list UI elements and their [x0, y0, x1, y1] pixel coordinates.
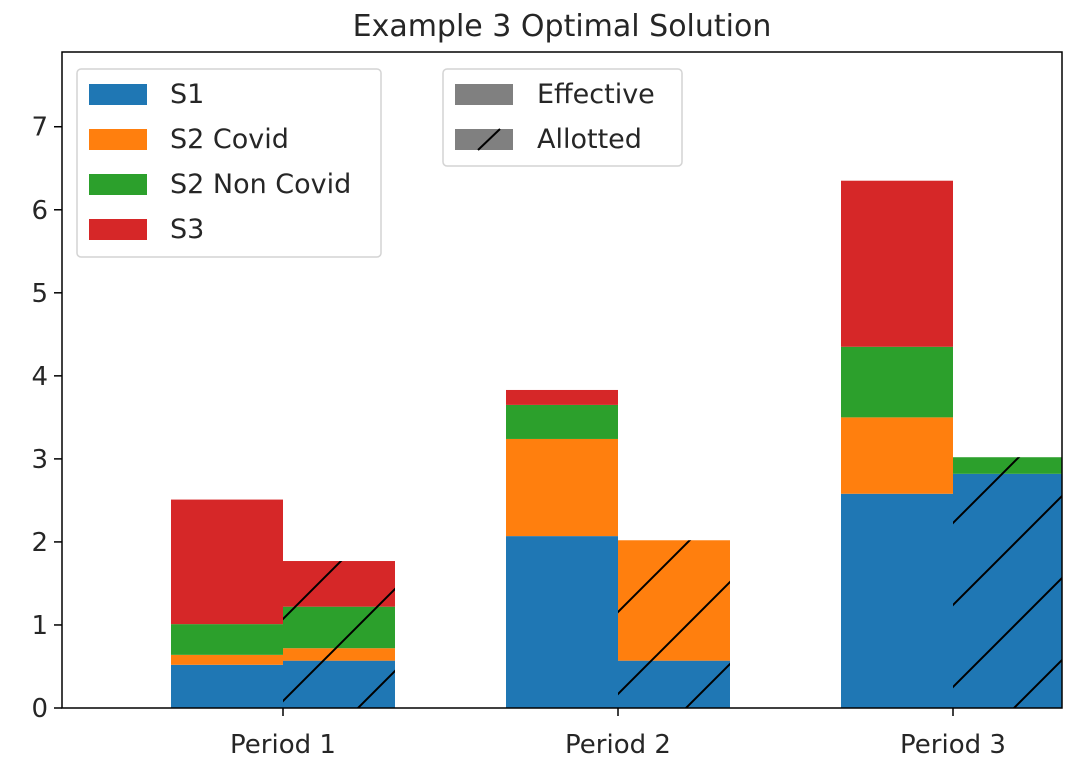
- legend-swatch-s2-covid: [89, 129, 147, 150]
- legend-label-effective: Effective: [537, 79, 655, 110]
- x-tick-label: Period 1: [230, 730, 336, 760]
- bar-effective-s3-period-2: [506, 389, 618, 405]
- y-tick-label: 1: [31, 611, 48, 641]
- y-tick-label: 2: [31, 528, 48, 558]
- legend-swatch-s2-non-covid: [89, 174, 147, 195]
- y-tick-label: 0: [31, 694, 48, 724]
- hatch-period-2: [618, 540, 730, 708]
- legend-label-s2-covid: S2 Covid: [170, 124, 289, 155]
- bar-effective-s1-period-3: [841, 493, 953, 708]
- legend-label-s3: S3: [170, 214, 204, 245]
- legend-series-box: [76, 68, 382, 258]
- bar-effective-s2-covid-period-1: [171, 654, 283, 665]
- bar-effective-s1-period-1: [171, 664, 283, 708]
- legend-label-allotted: Allotted: [537, 124, 642, 155]
- x-tick-label: Period 3: [900, 730, 1006, 760]
- legend-hatch-mark: [477, 128, 501, 151]
- y-tick-label: 7: [31, 113, 48, 143]
- bar-effective-s2-non-covid-period-2: [506, 404, 618, 439]
- legend-label-s1: S1: [170, 79, 204, 110]
- y-axis: 0 1 2 3 4 5 6 7: [31, 113, 62, 724]
- bar-effective-s3-period-1: [171, 499, 283, 625]
- bar-effective-s3-period-3: [841, 180, 953, 347]
- y-tick-label: 5: [31, 279, 48, 309]
- legend-swatch-allotted: [455, 129, 513, 150]
- legend-swatch-s1: [89, 84, 147, 105]
- bar-effective-s2-non-covid-period-1: [171, 624, 283, 655]
- bar-effective-s2-covid-period-2: [506, 438, 618, 537]
- legend-swatch-s3: [89, 219, 147, 240]
- bar-effective-s2-non-covid-period-3: [841, 346, 953, 418]
- plot-frame: [61, 51, 1063, 709]
- bars-layer: [171, 180, 1062, 708]
- bar-effective-s2-covid-period-3: [841, 417, 953, 494]
- legend-groups: Effective Allotted: [442, 68, 683, 167]
- x-axis: Period 1 Period 2 Period 3: [230, 708, 1006, 760]
- y-tick-label: 6: [31, 196, 48, 226]
- legend-swatch-effective: [455, 84, 513, 105]
- y-tick-label: 4: [31, 362, 48, 392]
- hatch-period-1: [283, 561, 395, 708]
- y-tick-label: 3: [31, 445, 48, 475]
- bar-effective-s1-period-2: [506, 536, 618, 708]
- chart-title: Example 3 Optimal Solution: [353, 9, 772, 44]
- x-tick-label: Period 2: [565, 730, 671, 760]
- legend-series: S1 S2 Covid S2 Non Covid S3: [76, 68, 382, 258]
- legend-label-s2-non-covid: S2 Non Covid: [170, 169, 351, 200]
- hatch-period-3: [953, 457, 1062, 708]
